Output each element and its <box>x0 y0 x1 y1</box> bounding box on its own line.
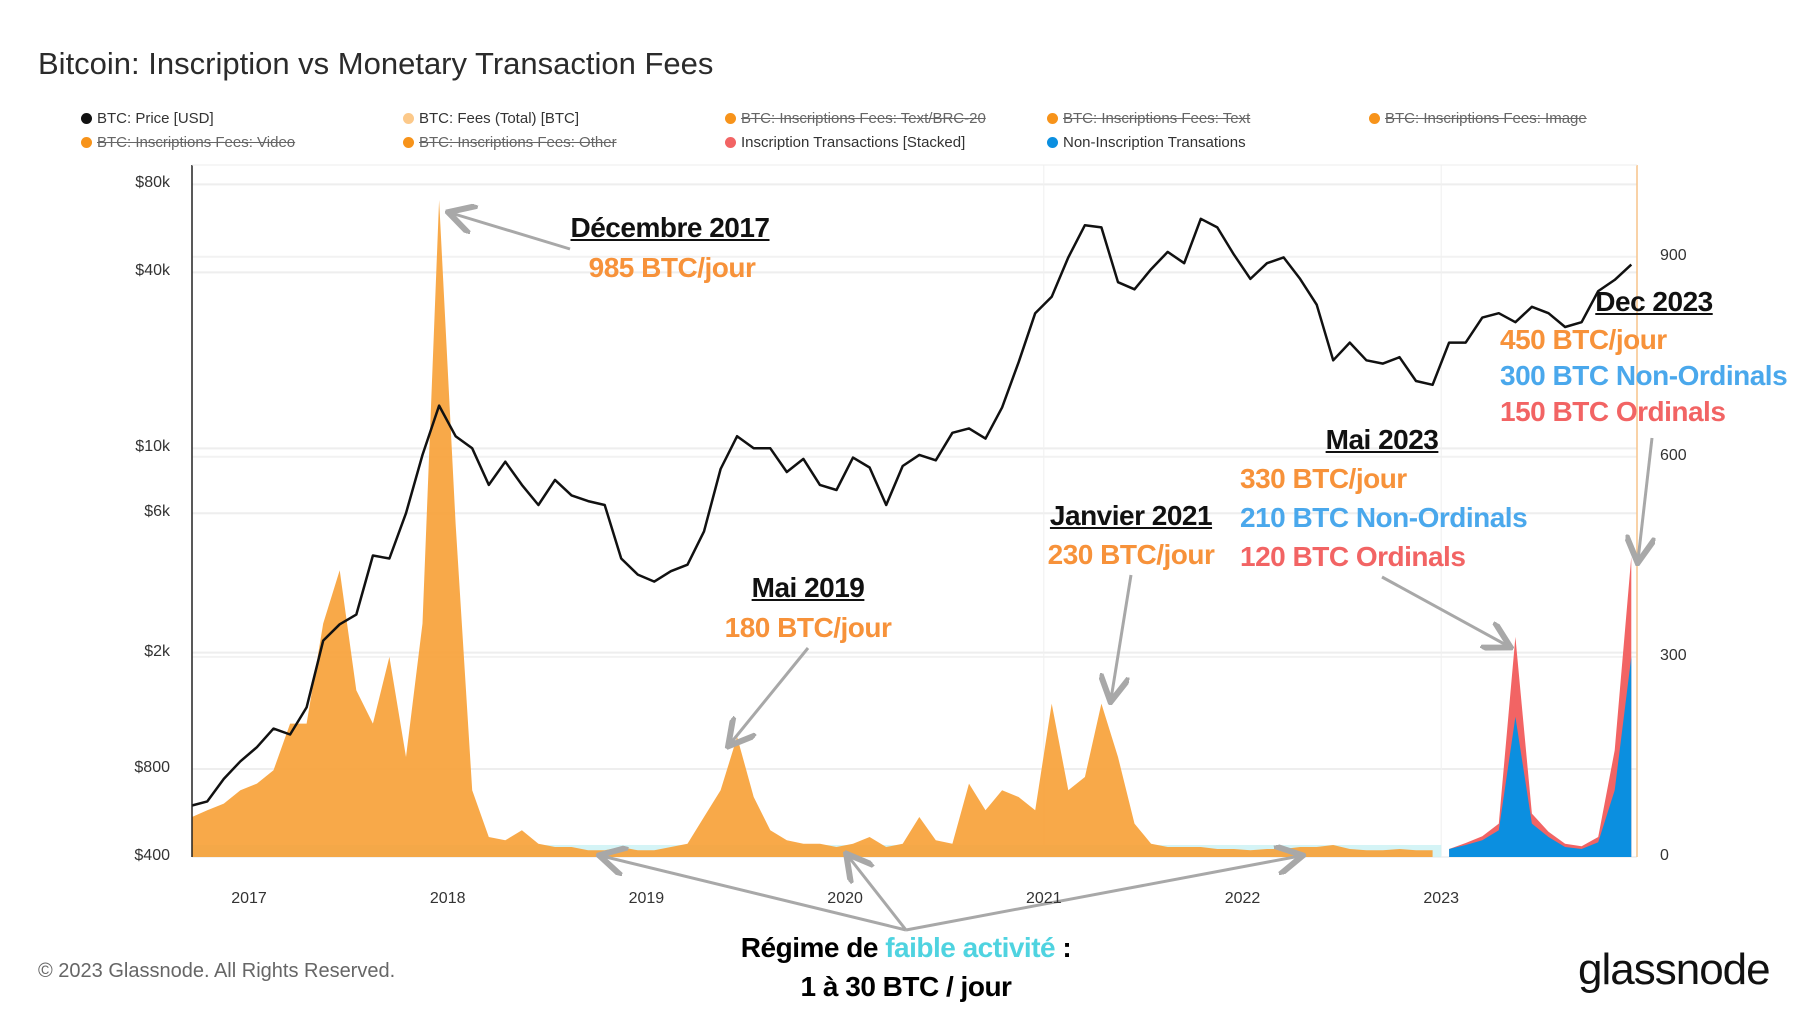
legend-label: BTC: Price [USD] <box>97 110 214 127</box>
y-tick-left: $800 <box>134 759 170 776</box>
price-line <box>191 217 1633 807</box>
non-inscription-area <box>1449 656 1632 857</box>
annotation-dec2023-total: 450 BTC/jour <box>1500 324 1667 355</box>
legend-dot-icon <box>403 113 414 124</box>
legend-label: BTC: Inscriptions Fees: Text/BRC-20 <box>741 110 986 127</box>
legend-item[interactable]: BTC: Price [USD] <box>81 110 214 127</box>
legend-label: Inscription Transactions [Stacked] <box>741 134 966 151</box>
annotation-jan2021-value: 230 BTC/jour <box>1047 539 1215 570</box>
annotation-dec2023-ordinals: 150 BTC Ordinals <box>1500 396 1726 427</box>
regime-prefix: Régime de <box>740 932 886 963</box>
y-tick-right: 300 <box>1660 646 1687 664</box>
x-tick: 2020 <box>827 890 863 907</box>
y-tick-left: $40k <box>135 262 170 280</box>
legend-dot-icon <box>725 113 736 124</box>
legend-item[interactable]: BTC: Inscriptions Fees: Video <box>81 134 295 151</box>
annotation-arrow <box>730 647 810 744</box>
x-tick: 2019 <box>628 890 665 907</box>
y-tick-left: $6k <box>144 503 170 521</box>
x-tick: 2023 <box>1423 890 1459 907</box>
legend-dot-icon <box>1047 113 1058 124</box>
annotation-may2019-heading: Mai 2019 <box>751 572 865 603</box>
legend-item[interactable]: BTC: Inscriptions Fees: Other <box>403 134 617 151</box>
legend-label: Non-Inscription Transations <box>1063 134 1246 151</box>
annotation-dec2023-non-ordinals: 300 BTC Non-Ordinals <box>1500 360 1788 391</box>
legend-item[interactable]: Non-Inscription Transations <box>1047 134 1246 151</box>
x-tick: 2018 <box>429 890 466 907</box>
y-tick-right: 600 <box>1660 446 1687 464</box>
annotation-may2023-total: 330 BTC/jour <box>1240 463 1407 494</box>
legend-label: BTC: Inscriptions Fees: Image <box>1385 110 1587 127</box>
y-tick-left: $80k <box>135 174 170 192</box>
y-tick-right: 0 <box>1660 847 1669 864</box>
legend-label: BTC: Fees (Total) [BTC] <box>419 110 580 127</box>
legend-label: BTC: Inscriptions Fees: Text <box>1063 110 1251 127</box>
legend-dot-icon <box>1047 137 1058 148</box>
glassnode-logo: glassnode <box>1578 945 1771 994</box>
legend-dot-icon <box>81 113 92 124</box>
x-tick: 2021 <box>1026 890 1062 907</box>
legend-label: BTC: Inscriptions Fees: Other <box>419 134 617 151</box>
regime-suffix: : <box>1055 932 1072 963</box>
legend-dot-icon <box>81 137 92 148</box>
x-tick: 2017 <box>231 890 267 907</box>
annotation-dec2023-heading: Dec 2023 <box>1595 286 1713 317</box>
annotation-regime-range: 1 à 30 BTC / jour <box>800 971 1012 1002</box>
y-tick-left: $2k <box>144 642 170 660</box>
legend-label: BTC: Inscriptions Fees: Video <box>97 134 296 151</box>
annotation-arrow <box>1381 575 1508 646</box>
legend-item[interactable]: BTC: Inscriptions Fees: Image <box>1369 110 1587 127</box>
annotation-arrow <box>451 213 571 251</box>
annotation-arrow <box>602 856 907 932</box>
legend-item[interactable]: BTC: Inscriptions Fees: Text/BRC-20 <box>725 110 986 127</box>
annotation-may2023-heading: Mai 2023 <box>1325 424 1439 455</box>
y-tick-right: 900 <box>1660 246 1687 264</box>
annotation-arrow <box>848 856 908 931</box>
legend-item[interactable]: BTC: Fees (Total) [BTC] <box>403 110 579 127</box>
annotation-may2023-ordinals: 120 BTC Ordinals <box>1240 541 1466 572</box>
fees-total-area <box>192 200 1433 857</box>
regime-highlight: faible activité <box>885 932 1056 963</box>
legend-dot-icon <box>403 137 414 148</box>
annotation-jan2021-heading: Janvier 2021 <box>1049 500 1213 531</box>
annotation-may2023-non-ordinals: 210 BTC Non-Ordinals <box>1240 502 1528 533</box>
x-tick: 2022 <box>1224 890 1261 907</box>
annotation-arrow <box>1638 437 1652 560</box>
annotation-regime: Régime de faible activité : <box>740 932 1072 964</box>
annotation-arrow <box>905 856 1300 932</box>
legend-item[interactable]: BTC: Inscriptions Fees: Text <box>1047 110 1250 127</box>
inscription-area <box>1449 556 1632 857</box>
annotation-dec2017-heading: Décembre 2017 <box>570 212 770 243</box>
legend-dot-icon <box>725 137 736 148</box>
annotation-arrow <box>1111 574 1133 699</box>
annotation-dec2017-value: 985 BTC/jour <box>588 252 756 283</box>
copyright: © 2023 Glassnode. All Rights Reserved. <box>38 960 396 982</box>
annotation-may2019-value: 180 BTC/jour <box>724 612 892 643</box>
legend-item[interactable]: Inscription Transactions [Stacked] <box>725 134 965 151</box>
y-tick-left: $400 <box>134 847 170 864</box>
chart-title: Bitcoin: Inscription vs Monetary Transac… <box>38 46 714 81</box>
y-tick-left: $10k <box>135 438 170 456</box>
legend-dot-icon <box>1369 113 1380 124</box>
